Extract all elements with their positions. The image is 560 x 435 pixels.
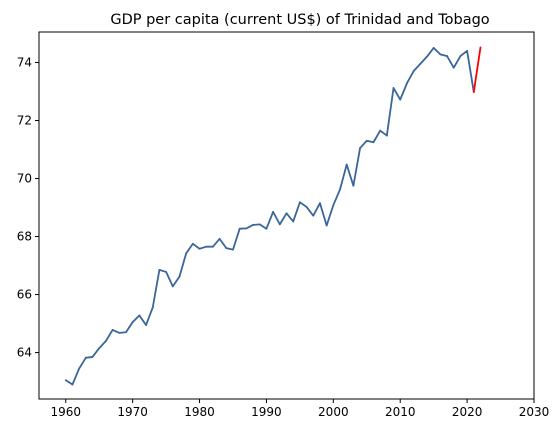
data-point [158, 268, 161, 271]
data-point [178, 275, 181, 278]
y-tick-label: 68 [17, 230, 32, 244]
data-point [205, 245, 208, 248]
data-point [325, 224, 328, 227]
data-point [472, 91, 475, 93]
data-point [78, 367, 81, 370]
data-point [64, 379, 67, 382]
data-point [258, 223, 261, 226]
data-point [399, 98, 402, 101]
data-point [426, 55, 428, 58]
data-point [332, 204, 335, 207]
data-point [419, 63, 422, 65]
x-tick-label: 1980 [184, 405, 215, 419]
x-tick-label: 1960 [50, 405, 81, 419]
data-point [372, 141, 375, 144]
data-point [118, 331, 121, 334]
data-point [238, 227, 241, 230]
series-line-1 [472, 47, 482, 93]
data-point [125, 331, 127, 334]
data-point [212, 245, 214, 248]
data-point [312, 214, 315, 217]
data-point [298, 201, 301, 204]
x-axis: 1960 1970 1980 1990 2000 2010 2020 2030 [50, 399, 549, 419]
x-tick-label: 1990 [251, 405, 282, 419]
data-point [145, 324, 147, 326]
data-point [245, 227, 248, 230]
data-point [232, 248, 234, 251]
data-point [345, 163, 348, 166]
x-tick-label: 2000 [318, 405, 349, 419]
data-point [84, 356, 87, 359]
data-point [218, 237, 221, 240]
data-point [131, 321, 134, 324]
data-point [406, 82, 408, 85]
data-point [198, 247, 201, 250]
data-point [91, 356, 94, 358]
data-point [252, 224, 254, 226]
data-point [98, 347, 101, 350]
chart-title: GDP per capita (current US$) of Trinidad… [110, 12, 489, 28]
data-point [339, 188, 341, 191]
data-point [171, 285, 174, 288]
data-point [104, 340, 107, 342]
data-point [466, 49, 469, 52]
data-point [459, 55, 462, 57]
data-point [352, 184, 355, 187]
y-tick-label: 70 [17, 172, 32, 186]
data-point [392, 87, 395, 89]
data-point [439, 53, 442, 56]
data-point [292, 220, 295, 223]
x-tick-label: 2020 [452, 405, 483, 419]
data-point [191, 242, 194, 245]
data-point [71, 383, 74, 386]
x-tick-label: 1970 [117, 405, 148, 419]
y-tick-label: 74 [17, 55, 32, 69]
y-tick-label: 64 [17, 346, 32, 360]
x-tick-label: 2010 [385, 405, 416, 419]
data-point [111, 329, 114, 331]
data-point [479, 46, 482, 49]
data-point [359, 147, 361, 149]
y-axis: 64 66 68 70 72 74 [17, 55, 39, 360]
data-point [432, 47, 435, 49]
data-point [265, 227, 268, 230]
y-tick-label: 72 [17, 113, 32, 127]
data-point [412, 70, 415, 73]
data-point [452, 66, 455, 69]
plot-frame [38, 31, 535, 400]
data-point [305, 206, 308, 208]
data-point [165, 271, 167, 273]
x-tick-label: 2030 [519, 405, 550, 419]
data-point [285, 212, 288, 215]
data-point [446, 55, 448, 57]
data-point [272, 210, 275, 213]
data-point [379, 129, 382, 132]
data-point [151, 306, 154, 309]
series-layer [64, 46, 482, 386]
data-point [385, 134, 388, 137]
data-point [185, 252, 188, 255]
data-point [365, 139, 368, 142]
data-point [138, 314, 141, 317]
series-line-0 [65, 47, 475, 386]
y-tick-label: 66 [17, 288, 32, 302]
data-point [319, 202, 321, 205]
data-point [225, 247, 228, 250]
data-point [278, 223, 281, 226]
